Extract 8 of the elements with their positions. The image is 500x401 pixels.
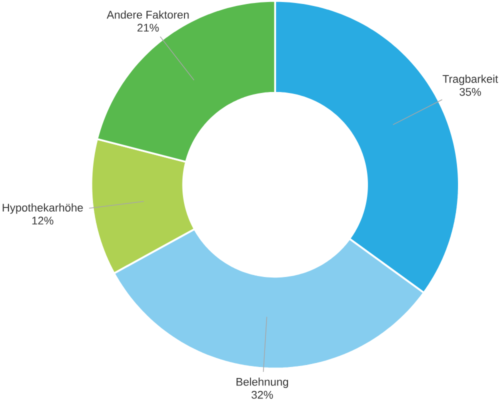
data-label: 21% — [138, 24, 159, 32]
slice-label: Tragbarkeit — [442, 74, 498, 86]
slice-label: Andere Faktoren — [106, 10, 189, 19]
data-label: 12% — [32, 216, 54, 225]
slice-label: Belehnung — [236, 378, 288, 388]
data-label: 35% — [460, 88, 481, 96]
data-label: 32% — [252, 391, 273, 399]
slice-label: Hypothekarhöhe — [2, 204, 83, 214]
